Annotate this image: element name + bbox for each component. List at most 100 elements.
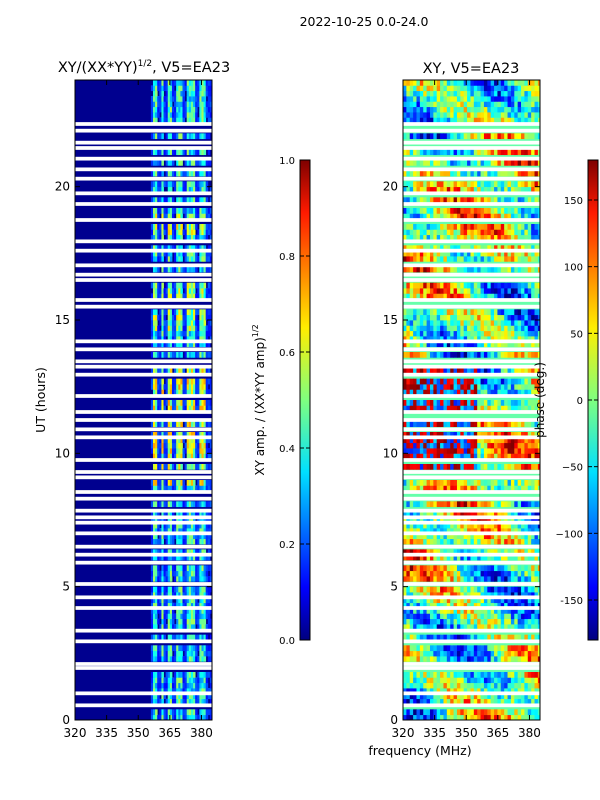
amplitude-heatmap-cell [193,538,196,545]
phase-heatmap-cell [409,325,414,332]
phase-heatmap-cell [473,592,478,598]
phase-heatmap-cell [463,341,468,348]
phase-heatmap-cell [483,485,488,492]
amplitude-heatmap-cell [195,597,198,604]
amplitude-heatmap-cell [190,421,194,428]
phase-heatmap-cell [443,448,448,454]
amplitude-heatmap-cell [201,186,204,193]
phase-heatmap-cell [470,597,475,604]
amplitude-heatmap-cell [165,709,169,716]
phase-heatmap-cell [517,320,522,326]
amplitude-heatmap-cell [209,90,212,97]
phase-heatmap-cell [423,682,427,689]
phase-heatmap-cell [436,554,441,561]
phase-heatmap-cell [446,517,451,524]
amplitude-heatmap-cell [188,634,192,641]
amplitude-heatmap-cell [159,160,162,166]
phase-heatmap-cell [473,613,478,620]
phase-heatmap-cell [514,576,519,582]
amplitude-heatmap-cell [169,448,173,454]
amplitude-heatmap-cell [167,224,171,230]
phase-heatmap-cell [480,592,485,598]
amplitude-heatmap-cell [163,352,167,358]
amplitude-heatmap-cell [203,266,207,273]
amplitude-heatmap-cell [161,320,164,326]
amplitude-heatmap-cell [190,624,194,630]
phase-heatmap-cell [490,352,495,358]
amplitude-heatmap-cell [205,384,209,390]
amplitude-heatmap-cell [171,533,175,540]
phase-heatmap-cell [470,250,475,257]
phase-heatmap-cell [456,698,461,705]
amplitude-heatmap-cell [203,688,207,694]
phase-heatmap-cell [429,688,434,694]
phase-heatmap-cell [500,682,505,689]
phase-heatmap-cell [531,570,535,577]
amplitude-heatmap-cell [180,650,183,657]
phase-heatmap-cell [440,698,444,705]
amplitude-heatmap-cell [199,330,202,337]
phase-heatmap-cell [534,250,539,257]
phase-heatmap-cell [494,709,498,716]
amplitude-heatmap-cell [205,336,209,342]
phase-heatmap-cell [453,650,458,657]
phase-heatmap-cell [453,341,458,348]
amplitude-heatmap-cell [152,645,156,652]
amplitude-heatmap-cell [176,96,179,102]
phase-heatmap-cell [450,570,454,577]
amplitude-heatmap-cell [195,576,198,582]
phase-heatmap-cell [507,245,512,252]
phase-heatmap-cell [534,714,539,720]
amplitude-heatmap-cell [199,229,202,236]
phase-heatmap-cell [494,400,498,406]
phase-heatmap-cell [409,282,414,289]
amplitude-heatmap-cell [167,314,171,321]
phase-heatmap-cell [490,677,495,684]
phase-heatmap-cell [436,624,441,630]
amplitude-heatmap-cell [180,224,183,230]
amplitude-heatmap-cell [209,352,212,358]
amplitude-heatmap-cell [197,656,200,662]
amplitude-heatmap-cell [169,656,173,662]
phase-heatmap-cell [480,693,485,700]
phase-heatmap-cell [440,512,444,518]
amplitude-heatmap-cell [186,682,190,689]
phase-heatmap-cell [521,400,525,406]
amplitude-heatmap-cell [188,549,192,556]
phase-heatmap-cell [426,325,431,332]
phase-heatmap-cell [480,565,485,572]
amplitude-heatmap-cell [209,330,212,337]
phase-heatmap-cell [480,256,485,262]
amplitude-heatmap-cell [201,341,204,348]
phase-heatmap-cell [416,709,421,716]
phase-heatmap-cell [500,400,505,406]
amplitude-heatmap-cell [190,682,194,689]
phase-heatmap-cell [507,341,512,348]
amplitude-heatmap-cell [174,320,177,326]
amplitude-heatmap-cell [203,672,207,678]
phase-heatmap-cell [487,245,492,252]
phase-heatmap-cell [494,533,498,540]
amplitude-heatmap-cell [174,282,177,289]
amplitude-heatmap-cell [171,181,175,188]
amplitude-heatmap-cell [165,485,169,492]
phase-heatmap-cell [463,549,468,556]
amplitude-heatmap-cell [178,229,181,236]
amplitude-heatmap-cell [169,624,173,630]
phase-heatmap-cell [527,656,532,662]
phase-heatmap-cell [490,400,495,406]
phase-heatmap-cell [534,549,539,556]
amplitude-heatmap-cell [176,389,179,396]
amplitude-heatmap-cell [167,325,171,332]
phase-heatmap-cell [487,517,492,524]
phase-heatmap-cell [527,256,532,262]
phase-heatmap-cell [433,688,438,694]
phase-heatmap-cell [473,378,478,385]
phase-heatmap-cell [433,576,438,582]
amplitude-heatmap-cell [157,181,160,188]
amplitude-heatmap-cell [176,266,179,273]
phase-heatmap-cell [527,592,532,598]
phase-heatmap-cell [534,672,539,678]
phase-heatmap-cell [483,682,488,689]
phase-heatmap-cell [487,570,492,577]
